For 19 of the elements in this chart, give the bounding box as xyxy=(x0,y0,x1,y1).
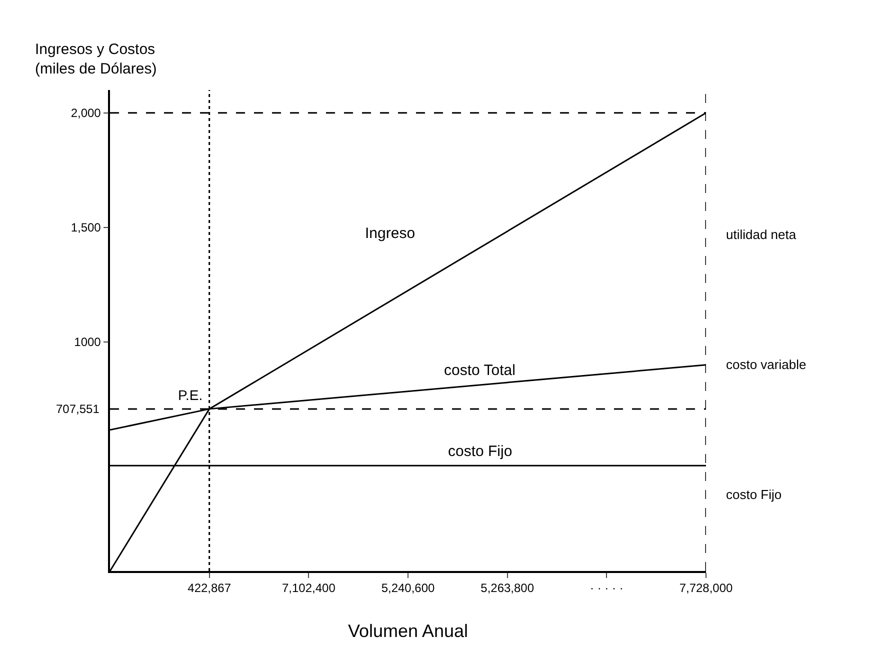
annotation: P.E. xyxy=(178,387,203,403)
x-tick-label: 7,102,400 xyxy=(282,581,336,596)
series-label: costo Fijo xyxy=(448,443,512,460)
y-tick-label: 2,000 xyxy=(70,106,102,120)
text: costo Fijo xyxy=(726,487,782,502)
x-tick-label: 5,263,800 xyxy=(480,581,534,596)
x-axis-title: Volumen Anual xyxy=(348,620,468,641)
y-tick-label: 1,500 xyxy=(70,220,102,235)
y-axis-title: Ingresos y Costos (miles de Dólares) xyxy=(35,41,157,78)
series-label: costo Total xyxy=(444,362,516,379)
x-tick-label: 5,240,600 xyxy=(381,581,436,596)
text: costo variable xyxy=(726,357,806,372)
y-tick-label: 1000 xyxy=(74,335,102,350)
x-tick-label: 422,867 xyxy=(188,581,232,596)
x-tick-label: 7,728,000 xyxy=(679,581,734,596)
x-tick-label: · · · · · xyxy=(590,581,624,596)
text: Ingreso xyxy=(365,225,416,242)
ref-line-label: 707,551 xyxy=(56,402,100,416)
text: utilidad neta xyxy=(726,227,797,242)
